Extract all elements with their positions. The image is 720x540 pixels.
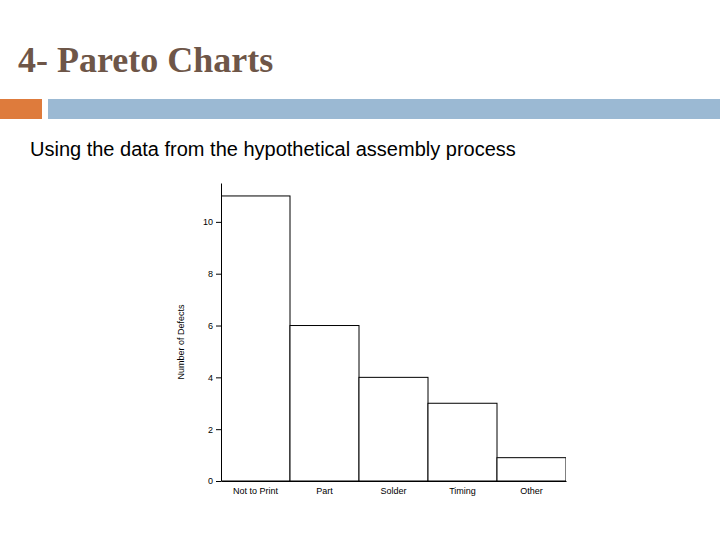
y-tick: 6 — [208, 321, 221, 331]
y-tick-mark — [216, 326, 221, 327]
bars — [221, 196, 566, 481]
accent-block — [0, 99, 42, 119]
x-tick: Not to Print — [233, 481, 279, 496]
y-axis-line — [221, 184, 222, 482]
y-axis-title: Number of Defects — [176, 304, 186, 380]
subtitle: Using the data from the hypothetical ass… — [30, 138, 516, 160]
x-tick-label: Part — [316, 486, 333, 496]
y-tick-label: 2 — [208, 425, 213, 435]
x-tick-label: Not to Print — [233, 486, 279, 496]
bar — [428, 403, 497, 481]
x-tick: Part — [316, 481, 333, 496]
title: 4- Pareto Charts — [18, 40, 273, 80]
header-bar — [48, 99, 720, 119]
y-tick-label: 10 — [203, 217, 213, 227]
y-tick: 0 — [208, 476, 221, 486]
slide: 4- Pareto Charts Using the data from the … — [0, 0, 720, 540]
y-axis: 0 2 4 6 8 10 — [203, 184, 222, 487]
x-tick: Timing — [449, 481, 476, 496]
x-axis: Not to Print Part Solder Timing Other — [222, 481, 567, 496]
y-tick: 4 — [208, 373, 221, 383]
y-tick-mark — [216, 429, 221, 430]
y-tick: 10 — [203, 217, 221, 227]
y-tick-label: 0 — [208, 476, 213, 486]
x-tick-label: Timing — [449, 486, 476, 496]
x-axis-line — [222, 481, 567, 482]
y-tick: 2 — [208, 425, 221, 435]
bar — [221, 196, 290, 481]
y-tick-label: 8 — [208, 269, 213, 279]
x-tick-label: Other — [520, 486, 543, 496]
x-tick: Solder — [380, 481, 406, 496]
bar — [497, 458, 566, 481]
y-tick: 8 — [208, 269, 221, 279]
bar — [359, 377, 428, 481]
y-tick-label: 4 — [208, 373, 213, 383]
y-tick-label: 6 — [208, 321, 213, 331]
y-tick-mark — [216, 377, 221, 378]
y-tick-mark — [216, 222, 221, 223]
y-tick-mark — [216, 481, 221, 482]
bar — [290, 326, 359, 481]
y-tick-mark — [216, 274, 221, 275]
x-tick: Other — [520, 481, 543, 496]
x-tick-label: Solder — [380, 486, 406, 496]
